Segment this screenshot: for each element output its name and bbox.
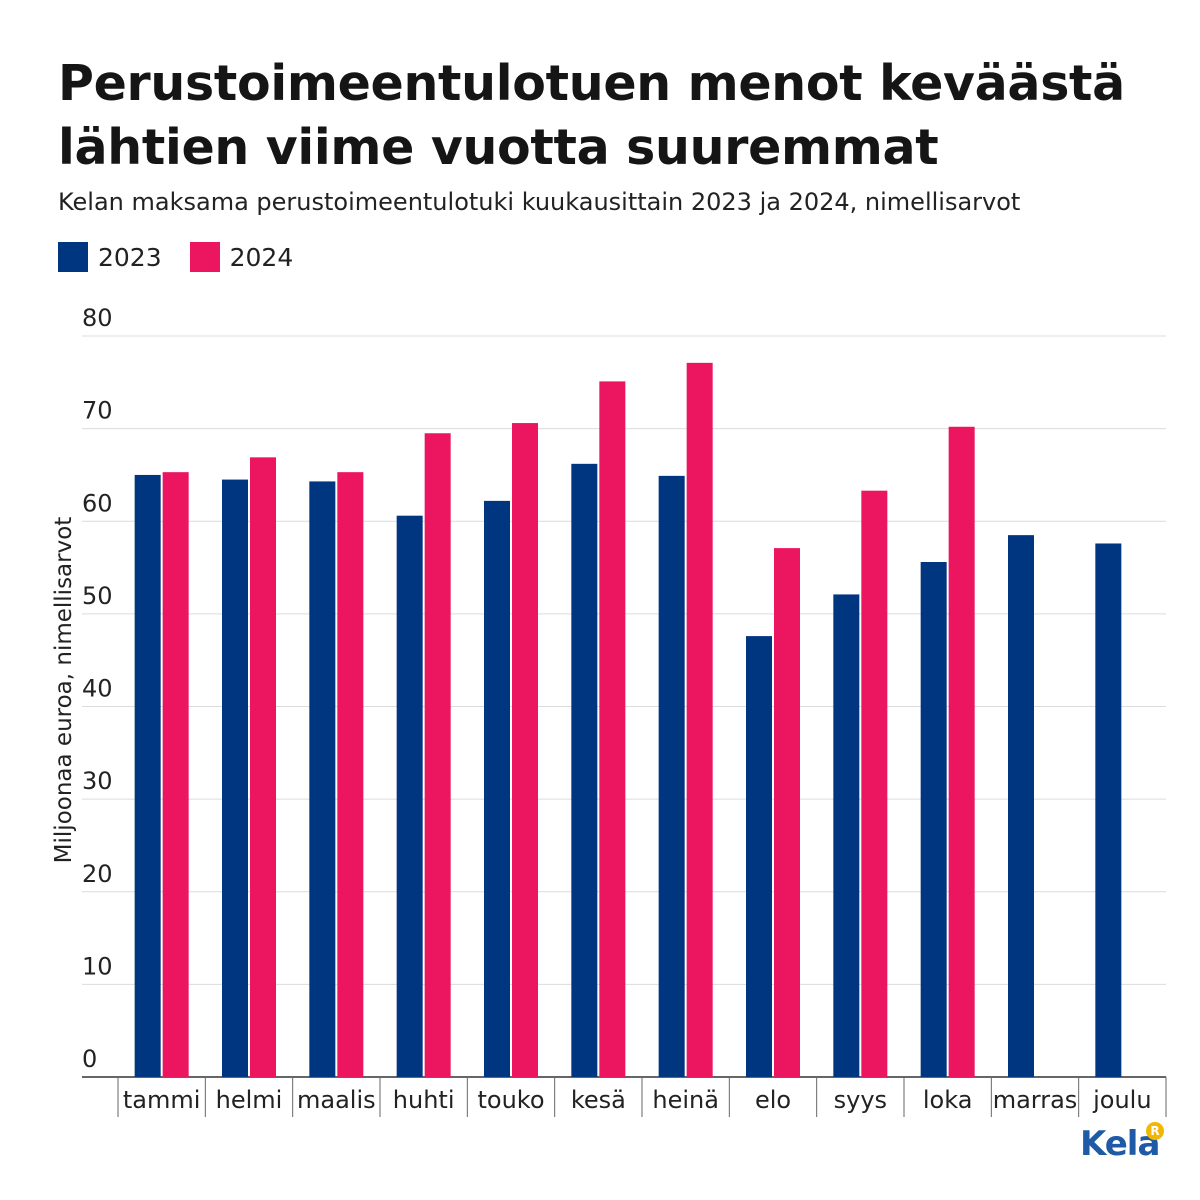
y-tick-label-40: 40: [82, 675, 113, 703]
x-tick-label-helmi: helmi: [216, 1086, 283, 1114]
bar-2024-loka: [948, 426, 975, 1078]
y-tick-label-50: 50: [82, 582, 113, 610]
legend-swatch-2023: [58, 242, 88, 272]
bar-2023-tammi: [134, 474, 161, 1077]
bar-2024-helmi: [250, 457, 276, 1077]
bar-2024-heinä: [686, 362, 713, 1078]
bar-2024-tammi: [162, 472, 189, 1077]
x-tick-label-huhti: huhti: [393, 1086, 455, 1114]
bar-2023-maalis: [309, 481, 336, 1077]
x-tick-label-touko: touko: [477, 1086, 544, 1114]
x-tick-label-heinä: heinä: [652, 1086, 719, 1114]
x-tick-label-maalis: maalis: [297, 1086, 376, 1114]
legend-swatch-2024: [189, 242, 220, 272]
legend: 2023 2024: [58, 242, 321, 272]
bar-2023-huhti: [396, 515, 423, 1077]
x-tick-label-marras: marras: [993, 1086, 1078, 1114]
legend-label-2024: 2024: [229, 242, 294, 272]
bar-2023-helmi: [222, 479, 248, 1078]
x-tick-label-loka: loka: [923, 1086, 973, 1114]
y-tick-label-10: 10: [82, 952, 113, 980]
x-tick-label-syys: syys: [834, 1086, 887, 1114]
bar-2024-touko: [512, 423, 538, 1077]
bar-2024-maalis: [337, 472, 364, 1077]
bar-2024-syys: [861, 490, 888, 1078]
bar-2023-syys: [833, 594, 860, 1077]
x-tick-label-kesä: kesä: [571, 1086, 626, 1114]
bar-2024-elo: [774, 548, 800, 1077]
bar-2023-kesä: [571, 463, 598, 1077]
registered-badge-icon: R: [1146, 1122, 1164, 1140]
bar-2023-marras: [1008, 535, 1034, 1077]
bar-2023-loka: [920, 562, 947, 1077]
x-tick-label-tammi: tammi: [123, 1086, 201, 1114]
chart-title: Perustoimeentulotuen menot keväästä läht…: [58, 55, 1125, 176]
bar-2023-joulu: [1095, 543, 1122, 1077]
bar-2024-kesä: [599, 381, 626, 1078]
x-tick-label-joulu: joulu: [1092, 1086, 1151, 1114]
chart-subtitle: Kelan maksama perustoimeentulotuki kuuka…: [58, 188, 1021, 216]
y-tick-label-70: 70: [82, 397, 113, 425]
y-tick-label-30: 30: [82, 767, 113, 795]
legend-item-2024: 2024: [189, 242, 294, 272]
bar-2024-huhti: [424, 433, 451, 1078]
y-tick-label-0: 0: [82, 1045, 97, 1073]
bar-2023-touko: [484, 500, 510, 1077]
y-tick-label-80: 80: [82, 304, 113, 332]
legend-label-2023: 2023: [98, 242, 162, 272]
bar-2023-heinä: [658, 475, 685, 1077]
x-tick-label-elo: elo: [755, 1086, 791, 1114]
bar-2023-elo: [746, 636, 772, 1077]
y-tick-label-20: 20: [82, 860, 113, 888]
y-tick-label-60: 60: [82, 489, 113, 517]
legend-item-2023: 2023: [58, 242, 162, 272]
